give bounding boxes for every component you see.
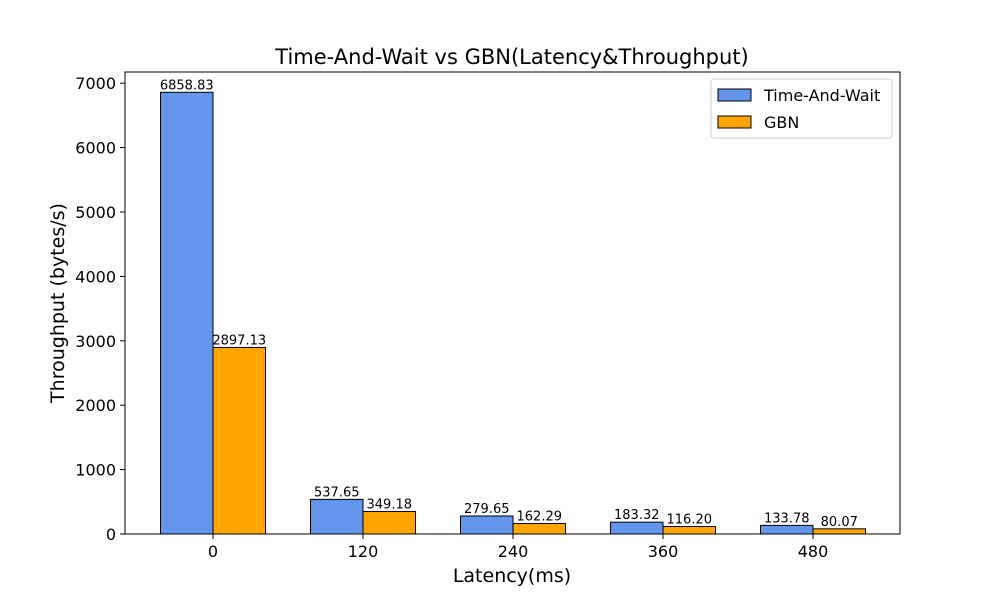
legend: Time-And-Wait GBN (710, 78, 893, 139)
x-tick-label: 240 (498, 542, 529, 561)
data-label: 162.29 (517, 510, 563, 525)
bar-gbn-240 (512, 523, 566, 535)
data-label: 537.65 (314, 485, 360, 500)
bar-time-and-wait-360 (610, 521, 664, 535)
data-label: 183.32 (614, 508, 660, 523)
y-tick-label: 1000 (75, 461, 116, 480)
x-tick-label: 0 (208, 542, 218, 561)
legend-swatch-gbn (717, 115, 752, 129)
legend-label-time-and-wait: Time-And-Wait (763, 86, 880, 105)
y-axis: 0 1000 2000 3000 4000 5000 6000 7000 (75, 74, 125, 544)
data-label: 279.65 (464, 502, 510, 517)
x-tick-label: 360 (648, 542, 679, 561)
y-tick-label: 4000 (75, 267, 116, 286)
y-tick-label: 3000 (75, 332, 116, 351)
y-tick-label: 7000 (75, 74, 116, 93)
y-tick-label: 0 (106, 525, 116, 544)
data-label: 133.78 (764, 511, 810, 526)
y-tick-label: 6000 (75, 139, 116, 158)
y-tick-label: 5000 (75, 203, 116, 222)
legend-swatch-time-and-wait (717, 88, 752, 102)
y-axis-label: Throughput (bytes/s) (47, 203, 69, 404)
x-axis-label: Latency(ms) (453, 565, 571, 587)
x-axis: 0 120 240 360 480 (208, 534, 828, 561)
data-label: 6858.83 (160, 78, 214, 93)
chart-title: Time-And-Wait vs GBN(Latency&Throughput) (274, 45, 748, 69)
legend-label-gbn: GBN (764, 113, 799, 132)
x-tick-label: 480 (798, 542, 829, 561)
bar-gbn-120 (362, 511, 416, 535)
legend-frame (710, 78, 893, 139)
y-tick-label: 2000 (75, 396, 116, 415)
bar-time-and-wait-240 (460, 515, 514, 535)
data-label: 116.20 (667, 513, 713, 528)
x-tick-label: 120 (348, 542, 379, 561)
bar-time-and-wait-0 (160, 91, 214, 535)
bar-time-and-wait-480 (760, 524, 814, 535)
bar-time-and-wait-120 (310, 498, 364, 535)
data-label: 2897.13 (212, 333, 266, 348)
bars-layer (160, 91, 866, 535)
bar-gbn-360 (662, 526, 716, 535)
data-label: 349.18 (367, 498, 413, 513)
data-label: 80.07 (821, 515, 858, 530)
bar-gbn-0 (212, 346, 266, 535)
bar-labels-layer: 6858.83 2897.13 537.65 349.18 279.65 162.29 18… (160, 78, 858, 530)
